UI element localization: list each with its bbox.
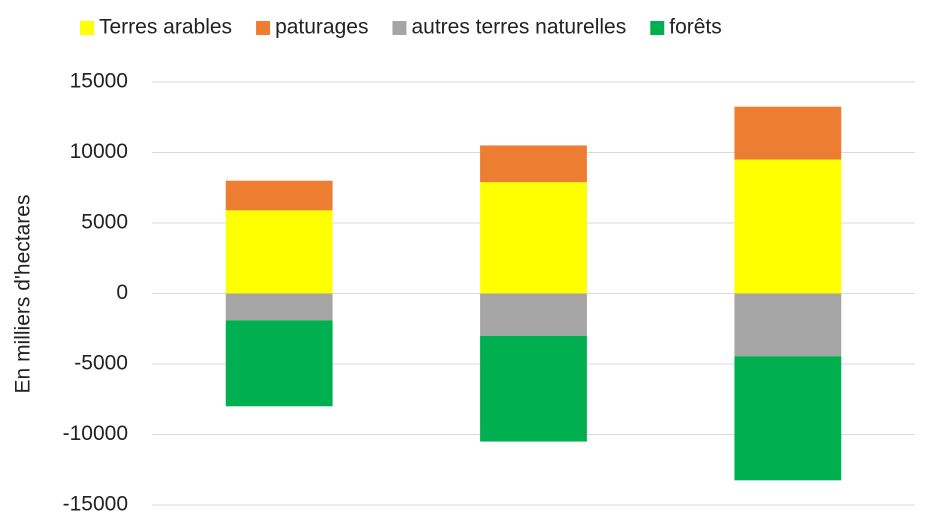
- bar-segment: [734, 356, 842, 481]
- legend-swatch: [256, 21, 271, 35]
- bar-segment: [734, 293, 842, 357]
- legend-label: autres terres naturelles: [411, 16, 626, 39]
- bar-segment: [480, 182, 587, 294]
- bar-segment: [480, 145, 587, 183]
- bar-segment: [480, 335, 587, 442]
- bar-segment: [480, 293, 587, 336]
- legend-label: forêts: [669, 16, 722, 39]
- bar-segment: [734, 159, 842, 294]
- y-tick-label: 10000: [70, 140, 128, 163]
- legend-label: Terres arables: [99, 16, 232, 39]
- y-tick-label: 5000: [81, 211, 128, 234]
- bar-segment: [225, 293, 333, 321]
- legend-swatch: [650, 21, 665, 35]
- y-axis-label: En milliers d'hectares: [12, 195, 35, 394]
- y-tick-label: 0: [116, 281, 128, 304]
- bar-segment: [225, 320, 333, 407]
- y-tick-label: -5000: [74, 352, 128, 375]
- y-tick-label: 15000: [70, 70, 128, 93]
- legend-label: paturages: [275, 16, 368, 39]
- bar-segment: [225, 180, 333, 211]
- bar-segment: [225, 210, 333, 294]
- legend-swatch: [80, 21, 94, 35]
- y-tick-label: -10000: [63, 422, 128, 445]
- bar-segment: [734, 106, 842, 160]
- y-tick-label: -15000: [63, 493, 128, 516]
- legend-swatch: [392, 21, 407, 35]
